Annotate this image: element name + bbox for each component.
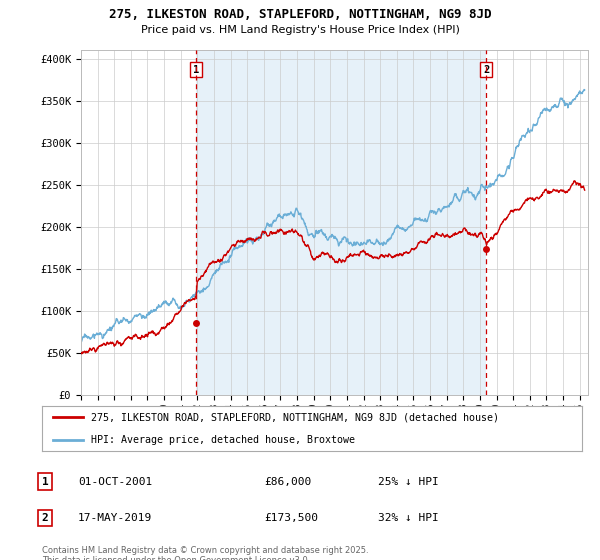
Text: 1: 1 — [41, 477, 49, 487]
Text: 01-OCT-2001: 01-OCT-2001 — [78, 477, 152, 487]
Text: 275, ILKESTON ROAD, STAPLEFORD, NOTTINGHAM, NG9 8JD (detached house): 275, ILKESTON ROAD, STAPLEFORD, NOTTINGH… — [91, 412, 499, 422]
Text: 17-MAY-2019: 17-MAY-2019 — [78, 513, 152, 523]
Text: £86,000: £86,000 — [264, 477, 311, 487]
Text: 275, ILKESTON ROAD, STAPLEFORD, NOTTINGHAM, NG9 8JD: 275, ILKESTON ROAD, STAPLEFORD, NOTTINGH… — [109, 8, 491, 21]
Text: 2: 2 — [41, 513, 49, 523]
Text: 2: 2 — [483, 65, 489, 74]
Text: 32% ↓ HPI: 32% ↓ HPI — [378, 513, 439, 523]
Bar — [196, 50, 486, 395]
Text: Contains HM Land Registry data © Crown copyright and database right 2025.
This d: Contains HM Land Registry data © Crown c… — [42, 546, 368, 560]
Text: 25% ↓ HPI: 25% ↓ HPI — [378, 477, 439, 487]
Text: 1: 1 — [193, 65, 199, 74]
Text: £173,500: £173,500 — [264, 513, 318, 523]
Text: HPI: Average price, detached house, Broxtowe: HPI: Average price, detached house, Brox… — [91, 435, 355, 445]
Text: Price paid vs. HM Land Registry's House Price Index (HPI): Price paid vs. HM Land Registry's House … — [140, 25, 460, 35]
